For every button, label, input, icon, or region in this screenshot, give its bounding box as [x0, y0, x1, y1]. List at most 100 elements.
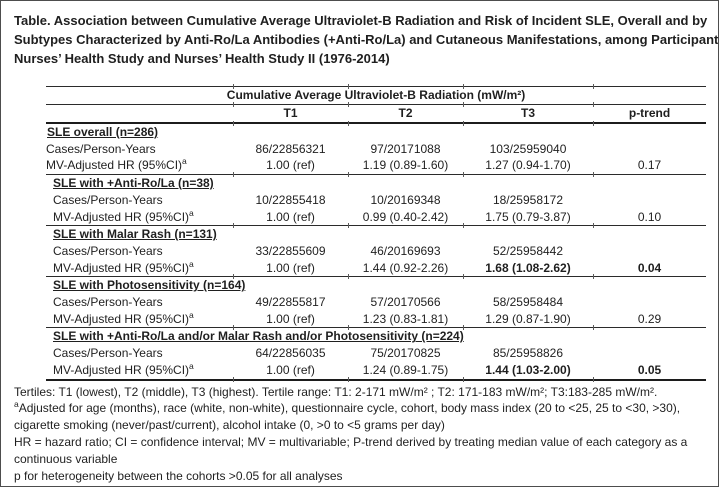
data-row: MV-Adjusted HR (95%CI)a 1.00 (ref) 1.44 (0… — [46, 258, 706, 277]
cell-value: 1.00 (ref) — [266, 260, 315, 275]
footnote-line: aAdjusted for age (months), race (white,… — [14, 399, 681, 433]
column-header-t1: T1 — [233, 104, 348, 124]
column-tick — [593, 172, 594, 177]
cell-value — [593, 243, 706, 260]
column-tick — [233, 274, 234, 279]
footnote-line: p for heterogeneity between the cohorts … — [14, 469, 343, 484]
results-table-wrap: Cumulative Average Ultraviolet-B Radiati… — [46, 84, 707, 382]
column-tick — [463, 172, 464, 177]
column-tick — [348, 102, 349, 107]
column-tick — [348, 274, 349, 279]
tier-header-row: T1 T2 T3 p-trend — [46, 104, 707, 124]
span-header: Cumulative Average Ultraviolet-B Radiati… — [46, 86, 707, 105]
column-tick — [463, 274, 464, 279]
column-tick — [463, 223, 464, 228]
footnote-marker: a — [14, 399, 19, 410]
section-header: SLE with Malar Rash (n=131) — [53, 227, 217, 242]
cell-value: 1.29 (0.87-1.90) — [485, 311, 571, 326]
section-header: SLE with +Anti-Ro/La (n=38) — [53, 176, 214, 191]
data-row: MV-Adjusted HR (95%CI)a 1.00 (ref) 1.19 (0… — [46, 157, 706, 174]
row-label: MV-Adjusted HR (95%CI)a — [53, 258, 194, 275]
column-tick — [348, 325, 349, 330]
column-header-t3: T3 — [463, 104, 593, 124]
cell-value: 0.04 — [637, 260, 662, 275]
cell-value: 1.75 (0.79-3.87) — [485, 209, 571, 224]
cell-value: 33/22855609 — [255, 243, 326, 258]
cell-value: 1.00 (ref) — [266, 209, 315, 224]
cell-value: 0.99 (0.40-2.42) — [362, 209, 449, 224]
cell-value: 97/20171088 — [370, 141, 441, 156]
data-row: MV-Adjusted HR (95%CI)a 1.00 (ref) 1.24 (0… — [46, 362, 706, 380]
row-label: MV-Adjusted HR (95%CI)a — [53, 360, 194, 377]
cell-value: 0.17 — [637, 158, 662, 173]
cell-value: 1.24 (0.89-1.75) — [362, 362, 449, 377]
section-header-cell: SLE with Photosensitivity (n=164) — [46, 276, 707, 295]
cell-value: 1.19 (0.89-1.60) — [362, 158, 449, 173]
column-tick — [593, 84, 594, 89]
data-row: Cases/Person-Years 64/22856035 75/20170825… — [46, 345, 706, 362]
column-tick — [233, 121, 234, 126]
cell-value: 103/25959040 — [489, 141, 567, 156]
footnote-marker: a — [189, 258, 194, 269]
section-header-row: SLE with Photosensitivity (n=164) — [46, 276, 707, 295]
cell-value — [593, 345, 706, 362]
footnote-line: Tertiles: T1 (lowest), T2 (middle), T3 (… — [14, 384, 658, 399]
results-table-body: SLE overall (n=286) Cases/Person-Years 86/… — [46, 122, 707, 380]
column-tick — [348, 223, 349, 228]
cell-value: 0.10 — [637, 209, 662, 224]
column-tick — [463, 102, 464, 107]
column-tick — [233, 84, 234, 89]
table-title-line-3: Nurses’ Health Study and Nurses’ Health … — [14, 51, 390, 66]
column-tick — [233, 325, 234, 330]
section-header-cell: SLE with +Anti-Ro/La (n=38) — [46, 174, 707, 192]
cell-value: 1.00 (ref) — [266, 158, 315, 173]
column-tick — [593, 274, 594, 279]
section-header: SLE with +Anti-Ro/La and/or Malar Rash a… — [53, 329, 464, 344]
column-tick — [233, 172, 234, 177]
row-label: Cases/Person-Years — [46, 141, 156, 156]
cell-value: 49/22855817 — [255, 295, 326, 310]
column-tick — [233, 102, 234, 107]
column-tick — [463, 121, 464, 126]
column-tick — [593, 223, 594, 228]
cell-value: 85/25958826 — [492, 346, 564, 361]
column-tick — [348, 84, 349, 89]
cell-value: 86/22856321 — [255, 141, 326, 156]
column-tick — [593, 102, 594, 107]
data-row: Cases/Person-Years 86/22856321 97/20171088… — [46, 141, 706, 158]
row-label: MV-Adjusted HR (95%CI)a — [53, 207, 194, 224]
footnotes: Tertiles: T1 (lowest), T2 (middle), T3 (… — [14, 384, 708, 485]
section-header-cell: SLE with Malar Rash (n=131) — [46, 225, 707, 243]
column-tick — [348, 377, 349, 382]
span-header-row: Cumulative Average Ultraviolet-B Radiati… — [46, 86, 707, 105]
cell-value: 75/20170825 — [370, 346, 441, 361]
section-header-row: SLE with Malar Rash (n=131) — [46, 225, 707, 243]
cell-value: 1.23 (0.83-1.81) — [362, 311, 449, 326]
data-row: Cases/Person-Years 33/22855609 46/20169693… — [46, 243, 706, 260]
cell-value — [593, 294, 706, 311]
column-tick — [233, 223, 234, 228]
column-header-t2: T2 — [348, 104, 463, 124]
cell-value: 1.00 (ref) — [266, 311, 315, 326]
section-header-cell: SLE with +Anti-Ro/La and/or Malar Rash a… — [46, 327, 707, 346]
cell-value: 0.29 — [637, 311, 662, 326]
results-table: Cumulative Average Ultraviolet-B Radiati… — [46, 86, 707, 381]
cell-value: 1.68 (1.08-2.62) — [485, 260, 571, 275]
column-tick — [593, 377, 594, 382]
section-header: SLE overall (n=286) — [47, 125, 159, 139]
data-row: MV-Adjusted HR (95%CI)a 1.00 (ref) 1.23 (0… — [46, 309, 706, 328]
footnote-marker: a — [189, 360, 194, 371]
section-header-row: SLE with +Anti-Ro/La (n=38) — [46, 174, 707, 192]
footnote-marker: a — [189, 207, 194, 218]
cell-value — [593, 141, 706, 158]
data-row: Cases/Person-Years 10/22855418 10/20169348… — [46, 192, 706, 209]
row-label: Cases/Person-Years — [53, 192, 163, 207]
row-label: Cases/Person-Years — [53, 346, 163, 361]
cell-value: 18/25958172 — [492, 192, 564, 207]
empty-header-cell — [46, 104, 233, 124]
column-header-p-trend: p-trend — [593, 104, 707, 124]
footnote-marker: a — [189, 309, 194, 320]
column-tick — [593, 121, 594, 126]
cell-value: 1.27 (0.94-1.70) — [485, 158, 571, 173]
